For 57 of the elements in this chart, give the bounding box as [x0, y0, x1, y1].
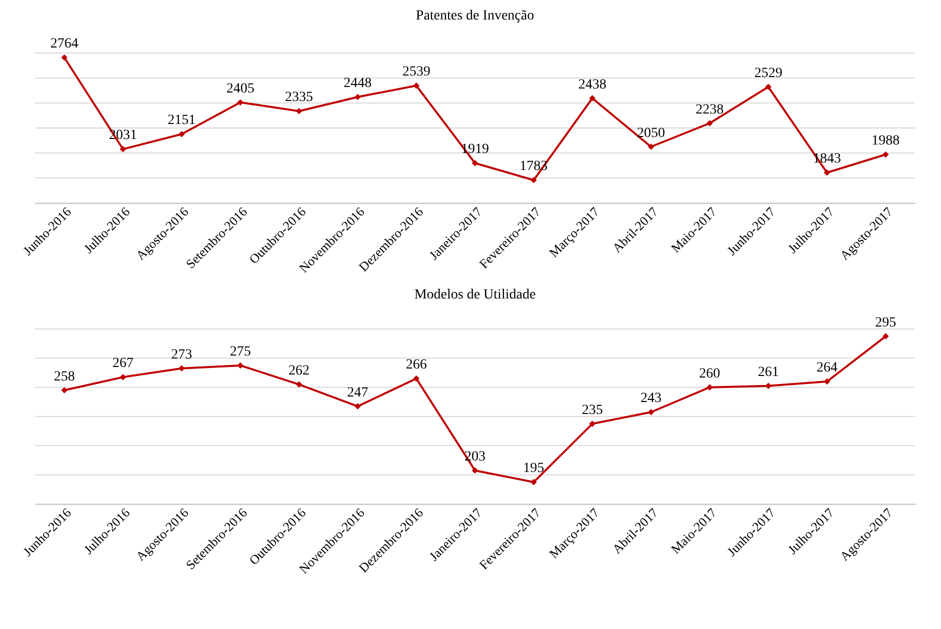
point — [237, 362, 244, 369]
point — [61, 387, 68, 394]
point — [178, 365, 185, 372]
point — [178, 130, 185, 138]
data-label: 2405 — [226, 81, 254, 96]
data-label: 2238 — [696, 102, 724, 118]
data-label: 2448 — [344, 76, 372, 91]
point — [589, 420, 596, 427]
data-label: 2438 — [578, 77, 606, 92]
data-label: 260 — [699, 366, 720, 382]
data-label: 267 — [112, 356, 134, 372]
data-label: 235 — [582, 402, 603, 418]
data-label: 2764 — [50, 36, 78, 52]
data-label: 295 — [875, 315, 896, 330]
data-label: 195 — [523, 461, 544, 476]
data-label: 266 — [406, 358, 427, 373]
point — [413, 375, 420, 382]
data-label: 243 — [640, 391, 662, 406]
data-label: 275 — [230, 344, 251, 360]
chart-title: Modelos de Utilidade — [414, 287, 536, 302]
point — [530, 478, 537, 486]
point — [472, 160, 478, 166]
point — [354, 403, 361, 410]
point — [765, 382, 772, 390]
point — [296, 108, 302, 114]
point — [765, 84, 772, 90]
point — [882, 151, 889, 158]
data-label: 247 — [347, 385, 368, 400]
point — [648, 144, 654, 150]
data-label: 264 — [816, 360, 838, 376]
point — [824, 378, 830, 385]
point — [120, 374, 126, 380]
data-label: 2050 — [637, 126, 665, 141]
point — [61, 54, 68, 61]
data-label: 273 — [171, 347, 192, 362]
data-label: 261 — [758, 364, 779, 380]
point — [472, 467, 478, 474]
point — [589, 95, 596, 102]
point — [824, 169, 830, 176]
data-label: 258 — [54, 369, 75, 384]
data-label: 2335 — [285, 90, 313, 106]
point — [648, 408, 654, 416]
point — [237, 99, 244, 106]
data-label: 2539 — [402, 64, 430, 80]
chart-title: Patentes de Invenção — [416, 8, 534, 24]
data-label: 1988 — [872, 134, 900, 148]
data-label: 262 — [288, 363, 310, 378]
point — [706, 120, 713, 126]
data-label: 2151 — [168, 113, 196, 128]
point — [413, 82, 420, 89]
data-label: 2529 — [754, 66, 782, 81]
point — [296, 381, 302, 388]
point — [120, 146, 126, 152]
point — [530, 176, 537, 184]
point — [354, 94, 361, 100]
point — [882, 333, 889, 340]
point — [706, 384, 713, 390]
